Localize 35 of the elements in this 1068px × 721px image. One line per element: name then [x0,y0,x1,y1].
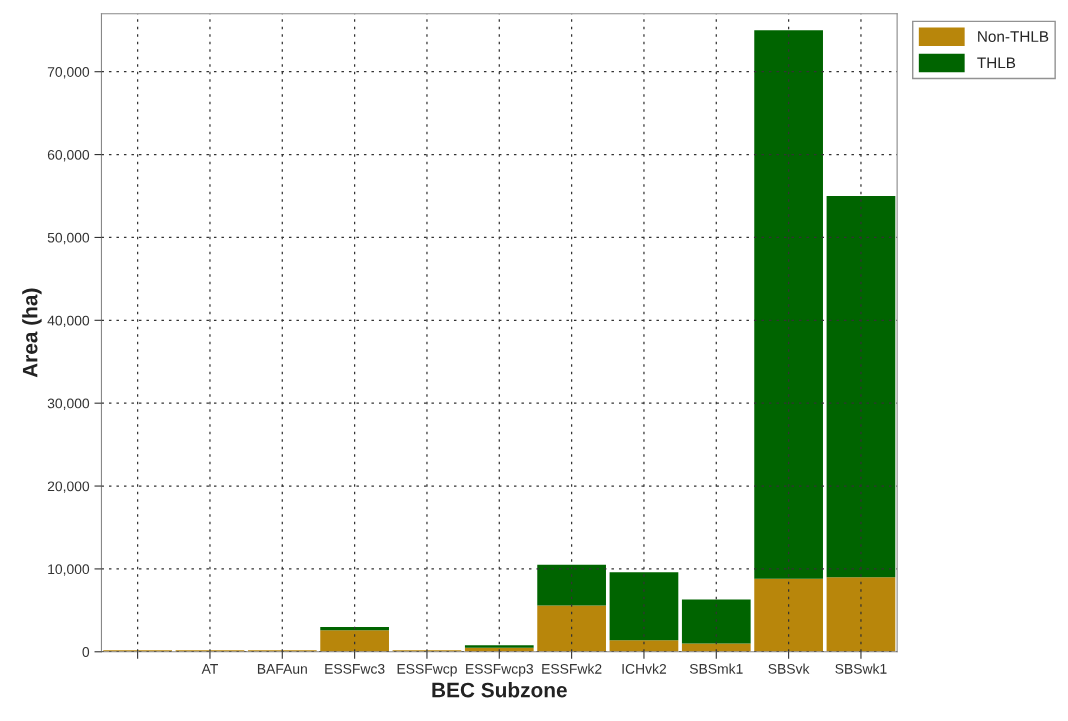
bar [681,599,751,644]
y-tick-label: 20,000 [47,481,90,493]
bar [320,626,389,631]
bar [826,577,896,652]
x-tick-label: ESSFwcp3 [466,663,534,677]
x-tick-label: AT [201,664,218,674]
x-tick-label: SBSvk [768,663,810,674]
x-tick-label: SBSmk1 [689,663,743,674]
bar [609,640,679,652]
y-tick-label: 60,000 [47,149,90,162]
bar [537,605,606,652]
y-tick-label: 0 [82,647,90,657]
y-tick-label: 70,000 [47,67,90,79]
x-tick-label: ESSFwc3 [325,663,385,674]
y-tick-label: 50,000 [47,232,90,245]
y-tick-label: 40,000 [47,315,90,328]
y-tick-label: 30,000 [47,398,90,410]
x-tick-label: ICHvk2 [622,663,667,674]
bar [320,630,389,652]
y-axis-title: Area (ha) [22,288,42,378]
x-tick-label: BAFAun [257,664,307,674]
legend-label: THLB [977,57,1016,69]
y-tick-label: 10,000 [48,564,90,576]
x-tick-label: SBSwk1 [835,663,887,674]
legend-label: Non-THLB [978,31,1049,42]
bar [754,30,823,579]
bar [681,643,751,652]
bar [609,572,679,641]
x-axis-title: BEC Subzone [432,682,567,698]
bar [826,196,896,578]
bar [464,645,534,648]
bar [537,564,606,606]
bar [754,578,823,652]
x-tick-label: ESSFwk2 [542,663,602,674]
x-tick-label: ESSFwcp [397,663,457,677]
